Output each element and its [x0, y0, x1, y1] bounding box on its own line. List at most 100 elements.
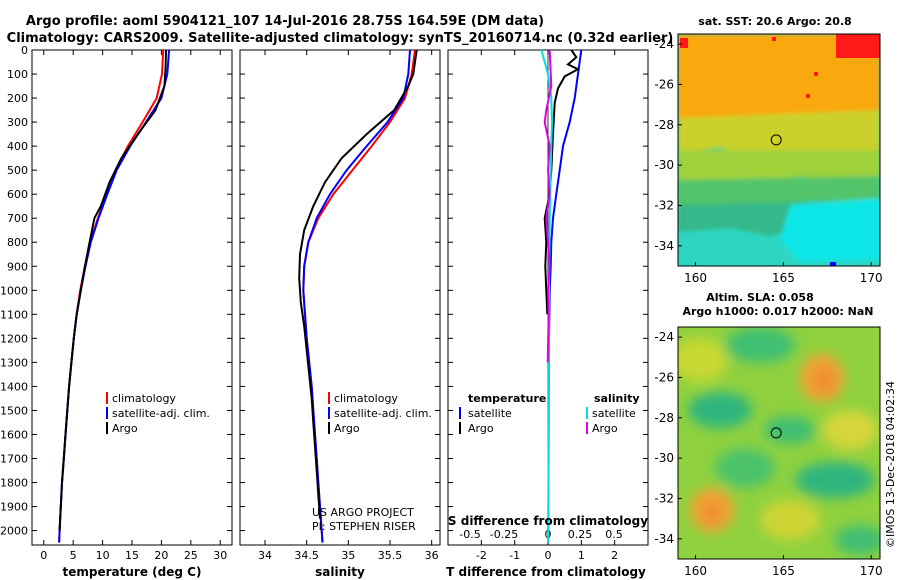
- legend-label-sal-satellite: satellite: [592, 407, 636, 420]
- x-tick-label: 0: [40, 549, 47, 562]
- depth-tick-label: 1000: [0, 284, 28, 297]
- series-line-argo: [58, 49, 168, 531]
- map-x-tick-label: 165: [772, 564, 795, 578]
- sla-argo-marker: [770, 427, 782, 439]
- depth-tick-label: 600: [7, 188, 28, 201]
- map-y-tick-label: -24: [654, 330, 674, 344]
- legend-swatch-climatology: [328, 392, 330, 404]
- legend-label-satellite: satellite-adj. clim.: [112, 407, 210, 420]
- depth-tick-label: 1900: [0, 501, 28, 514]
- depth-tick-label: 1200: [0, 332, 28, 345]
- sst-map-title: sat. SST: 20.6 Argo: 20.8: [698, 15, 851, 28]
- imos-timestamp: ©IMOS 13-Dec-2018 04:02:34: [884, 381, 897, 548]
- sla-map-title: Altim. SLA: 0.058: [706, 291, 813, 304]
- depth-tick-label: 100: [7, 68, 28, 81]
- map-y-tick-label: -30: [654, 451, 674, 465]
- difference-xlabel: T difference from climatology: [446, 565, 646, 579]
- map-y-tick-label: -32: [654, 198, 674, 212]
- depth-tick-label: 1600: [0, 428, 28, 441]
- top-x-tick-label: -0.25: [490, 528, 518, 541]
- depth-tick-label: 2000: [0, 525, 28, 538]
- series-line-satellite-adj-clim-: [302, 49, 411, 543]
- top-x-tick-label: -0.5: [459, 528, 480, 541]
- depth-axis: 0 100 200 300 400 500 600 700 800 900 1000 1100 1200…: [0, 44, 648, 538]
- legend-label-temp-satellite: satellite: [468, 407, 512, 420]
- map-y-tick-label: -34: [654, 532, 674, 546]
- x-tick-label: -1: [509, 549, 520, 562]
- depth-tick-label: 800: [7, 236, 28, 249]
- map-y-tick-label: -26: [654, 370, 674, 384]
- map-x-tick-label: 170: [860, 271, 883, 285]
- depth-tick-label: 0: [21, 44, 28, 57]
- difference-series: [540, 49, 583, 545]
- difference-x-axis: -2 -1 0 1 2-0.5 -0.25 0 0.25 0.5: [459, 50, 623, 562]
- series-line-satellite-adj-clim-: [58, 49, 171, 543]
- legend-swatch-sal-argo: [586, 422, 588, 434]
- legend-label-climatology: climatology: [112, 392, 176, 405]
- map-y-tick-label: -34: [654, 239, 674, 253]
- difference-legend: temperature satellite Argo salinity sate…: [459, 392, 640, 435]
- legend-title-temperature: temperature: [468, 392, 546, 405]
- map-y-tick-label: -24: [654, 37, 674, 51]
- top-x-tick-label: 0.5: [605, 528, 623, 541]
- legend-label-temp-argo: Argo: [468, 422, 494, 435]
- legend-swatch-argo: [106, 422, 108, 434]
- sst-heatmap: [678, 34, 880, 266]
- top-x-tick-label: 0.25: [568, 528, 593, 541]
- sst-map-frame: [677, 33, 881, 267]
- salinity-series: [298, 49, 418, 543]
- x-tick-label: 2: [611, 549, 618, 562]
- x-tick-label: 5: [70, 549, 77, 562]
- legend-swatch-argo: [328, 422, 330, 434]
- series-line-climatology: [302, 49, 416, 543]
- series-line-salinity-argo: [543, 49, 553, 363]
- depth-tick-label: 300: [7, 116, 28, 129]
- legend-title-salinity: salinity: [594, 392, 640, 405]
- depth-tick-label: 700: [7, 212, 28, 225]
- legend-label-satellite: satellite-adj. clim.: [334, 407, 432, 420]
- x-tick-label: 35: [341, 549, 355, 562]
- x-tick-label: 0: [545, 549, 552, 562]
- map-x-tick-label: 160: [684, 564, 707, 578]
- salinity-legend: climatology satellite-adj. clim. Argo: [328, 392, 432, 435]
- x-tick-label: 34: [258, 549, 272, 562]
- x-tick-label: 25: [184, 549, 198, 562]
- salinity-xlabel: salinity: [315, 565, 365, 579]
- legend-swatch-temp-satellite: [459, 407, 461, 419]
- legend-label-argo: Argo: [112, 422, 138, 435]
- map-y-tick-label: -26: [654, 77, 674, 91]
- series-line-temperature-argo: [543, 49, 581, 315]
- x-tick-label: 30: [213, 549, 227, 562]
- map-x-tick-label: 165: [772, 271, 795, 285]
- temperature-xlabel: temperature (deg C): [63, 565, 202, 579]
- series-line-argo: [298, 49, 418, 519]
- sla-map-frame: [677, 326, 881, 560]
- legend-swatch-temp-argo: [459, 422, 461, 434]
- legend-swatch-satellite: [106, 407, 108, 419]
- x-tick-label: 10: [96, 549, 110, 562]
- depth-tick-label: 1100: [0, 308, 28, 321]
- figure-title-line1: Argo profile: aoml 5904121_107 14-Jul-20…: [26, 14, 544, 29]
- series-line-climatology: [58, 49, 165, 543]
- depth-tick-label: 1700: [0, 452, 28, 465]
- map-y-tick-label: -30: [654, 158, 674, 172]
- legend-label-argo: Argo: [334, 422, 360, 435]
- credit-line1: US ARGO PROJECT: [312, 506, 414, 519]
- map-x-tick-label: 160: [684, 271, 707, 285]
- depth-tick-label: 1500: [0, 404, 28, 417]
- sla-map-subtitle: Argo h1000: 0.017 h2000: NaN: [682, 305, 873, 318]
- legend-label-sal-argo: Argo: [592, 422, 618, 435]
- x-tick-label: 35.5: [378, 549, 403, 562]
- legend-swatch-sal-satellite: [586, 407, 588, 419]
- salinity-x-axis: 34 34.5 35 35.5 36: [258, 50, 439, 562]
- sla-heatmap: [678, 327, 880, 559]
- sst-map-axes: 160 165 170 -24 -26 -28 -30 -32 -34: [654, 37, 882, 285]
- x-tick-label: 20: [154, 549, 168, 562]
- legend-label-climatology: climatology: [334, 392, 398, 405]
- temperature-series: [58, 49, 171, 543]
- depth-tick-label: 1300: [0, 356, 28, 369]
- difference-top-xlabel: S difference from climatology: [448, 514, 648, 528]
- temperature-legend: climatology satellite-adj. clim. Argo: [106, 392, 210, 435]
- depth-tick-label: 1800: [0, 477, 28, 490]
- x-tick-label: 15: [125, 549, 139, 562]
